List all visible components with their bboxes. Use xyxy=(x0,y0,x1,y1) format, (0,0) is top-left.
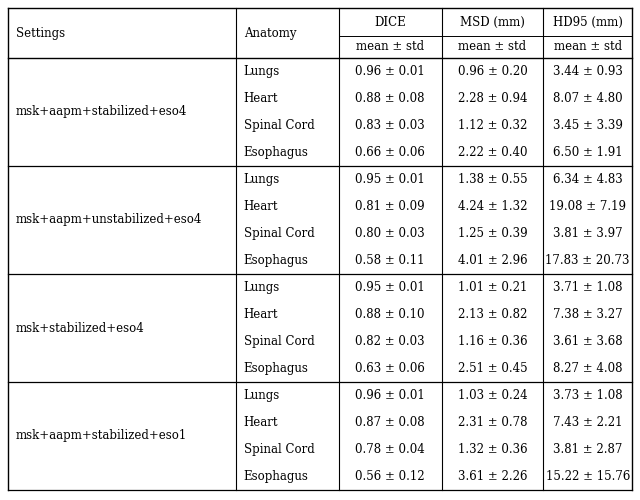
Text: 4.24 ± 1.32: 4.24 ± 1.32 xyxy=(458,200,527,213)
Text: Heart: Heart xyxy=(244,416,278,429)
Text: HD95 (mm): HD95 (mm) xyxy=(553,16,623,28)
Text: Heart: Heart xyxy=(244,308,278,321)
Text: 3.61 ± 3.68: 3.61 ± 3.68 xyxy=(553,335,623,348)
Text: Settings: Settings xyxy=(16,26,65,40)
Text: 3.73 ± 1.08: 3.73 ± 1.08 xyxy=(553,389,623,402)
Text: 0.95 ± 0.01: 0.95 ± 0.01 xyxy=(355,173,425,186)
Text: 3.81 ± 2.87: 3.81 ± 2.87 xyxy=(553,443,622,456)
Text: Heart: Heart xyxy=(244,200,278,213)
Text: Spinal Cord: Spinal Cord xyxy=(244,119,314,132)
Text: 1.12 ± 0.32: 1.12 ± 0.32 xyxy=(458,119,527,132)
Text: Spinal Cord: Spinal Cord xyxy=(244,335,314,348)
Text: 0.87 ± 0.08: 0.87 ± 0.08 xyxy=(355,416,425,429)
Text: Anatomy: Anatomy xyxy=(244,26,296,40)
Text: 3.61 ± 2.26: 3.61 ± 2.26 xyxy=(458,470,527,483)
Text: 17.83 ± 20.73: 17.83 ± 20.73 xyxy=(545,254,630,267)
Text: Spinal Cord: Spinal Cord xyxy=(244,227,314,240)
Text: 2.13 ± 0.82: 2.13 ± 0.82 xyxy=(458,308,527,321)
Text: 3.81 ± 3.97: 3.81 ± 3.97 xyxy=(553,227,623,240)
Text: 0.96 ± 0.01: 0.96 ± 0.01 xyxy=(355,389,425,402)
Text: 0.96 ± 0.20: 0.96 ± 0.20 xyxy=(458,65,527,78)
Text: msk+aapm+unstabilized+eso4: msk+aapm+unstabilized+eso4 xyxy=(16,214,202,226)
Text: mean ± std: mean ± std xyxy=(356,40,424,54)
Text: 2.22 ± 0.40: 2.22 ± 0.40 xyxy=(458,146,527,159)
Text: mean ± std: mean ± std xyxy=(554,40,621,54)
Text: Spinal Cord: Spinal Cord xyxy=(244,443,314,456)
Text: Lungs: Lungs xyxy=(244,65,280,78)
Text: 4.01 ± 2.96: 4.01 ± 2.96 xyxy=(458,254,527,267)
Text: Esophagus: Esophagus xyxy=(244,362,308,375)
Text: 0.96 ± 0.01: 0.96 ± 0.01 xyxy=(355,65,425,78)
Text: 7.43 ± 2.21: 7.43 ± 2.21 xyxy=(553,416,623,429)
Text: msk+stabilized+eso4: msk+stabilized+eso4 xyxy=(16,322,145,334)
Text: Esophagus: Esophagus xyxy=(244,470,308,483)
Text: 0.95 ± 0.01: 0.95 ± 0.01 xyxy=(355,281,425,294)
Text: 15.22 ± 15.76: 15.22 ± 15.76 xyxy=(545,470,630,483)
Text: Lungs: Lungs xyxy=(244,389,280,402)
Text: 2.51 ± 0.45: 2.51 ± 0.45 xyxy=(458,362,527,375)
Text: 7.38 ± 3.27: 7.38 ± 3.27 xyxy=(553,308,623,321)
Text: 1.38 ± 0.55: 1.38 ± 0.55 xyxy=(458,173,527,186)
Text: 2.28 ± 0.94: 2.28 ± 0.94 xyxy=(458,92,527,105)
Text: 0.58 ± 0.11: 0.58 ± 0.11 xyxy=(355,254,425,267)
Text: 0.81 ± 0.09: 0.81 ± 0.09 xyxy=(355,200,425,213)
Text: 0.83 ± 0.03: 0.83 ± 0.03 xyxy=(355,119,425,132)
Text: msk+aapm+stabilized+eso1: msk+aapm+stabilized+eso1 xyxy=(16,430,188,442)
Text: 0.78 ± 0.04: 0.78 ± 0.04 xyxy=(355,443,425,456)
Text: 0.66 ± 0.06: 0.66 ± 0.06 xyxy=(355,146,425,159)
Text: 0.82 ± 0.03: 0.82 ± 0.03 xyxy=(355,335,425,348)
Text: 0.88 ± 0.10: 0.88 ± 0.10 xyxy=(355,308,425,321)
Text: 0.80 ± 0.03: 0.80 ± 0.03 xyxy=(355,227,425,240)
Text: 0.56 ± 0.12: 0.56 ± 0.12 xyxy=(355,470,425,483)
Text: 0.88 ± 0.08: 0.88 ± 0.08 xyxy=(355,92,425,105)
Text: MSD (mm): MSD (mm) xyxy=(460,16,525,28)
Text: DICE: DICE xyxy=(374,16,406,28)
Text: 2.31 ± 0.78: 2.31 ± 0.78 xyxy=(458,416,527,429)
Text: mean ± std: mean ± std xyxy=(458,40,527,54)
Text: Esophagus: Esophagus xyxy=(244,254,308,267)
Text: 19.08 ± 7.19: 19.08 ± 7.19 xyxy=(549,200,626,213)
Text: Esophagus: Esophagus xyxy=(244,146,308,159)
Text: msk+aapm+stabilized+eso4: msk+aapm+stabilized+eso4 xyxy=(16,106,188,118)
Text: 1.01 ± 0.21: 1.01 ± 0.21 xyxy=(458,281,527,294)
Text: 8.27 ± 4.08: 8.27 ± 4.08 xyxy=(553,362,623,375)
Text: 3.45 ± 3.39: 3.45 ± 3.39 xyxy=(553,119,623,132)
Text: 8.07 ± 4.80: 8.07 ± 4.80 xyxy=(553,92,623,105)
Text: 0.63 ± 0.06: 0.63 ± 0.06 xyxy=(355,362,425,375)
Text: 1.25 ± 0.39: 1.25 ± 0.39 xyxy=(458,227,527,240)
Text: 6.50 ± 1.91: 6.50 ± 1.91 xyxy=(553,146,623,159)
Text: Heart: Heart xyxy=(244,92,278,105)
Text: 1.03 ± 0.24: 1.03 ± 0.24 xyxy=(458,389,527,402)
Text: 3.71 ± 1.08: 3.71 ± 1.08 xyxy=(553,281,623,294)
Text: Lungs: Lungs xyxy=(244,173,280,186)
Text: 3.44 ± 0.93: 3.44 ± 0.93 xyxy=(553,65,623,78)
Text: 1.32 ± 0.36: 1.32 ± 0.36 xyxy=(458,443,527,456)
Text: Lungs: Lungs xyxy=(244,281,280,294)
Text: 1.16 ± 0.36: 1.16 ± 0.36 xyxy=(458,335,527,348)
Text: 6.34 ± 4.83: 6.34 ± 4.83 xyxy=(553,173,623,186)
